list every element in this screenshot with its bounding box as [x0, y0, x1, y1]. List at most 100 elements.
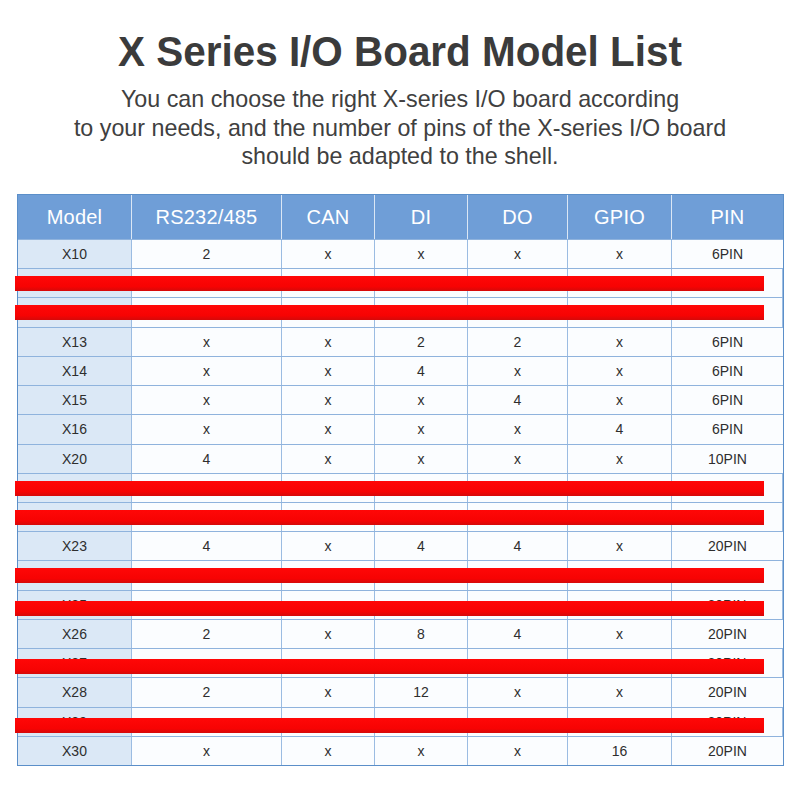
value-cell: x — [282, 328, 375, 356]
value-cell: x — [132, 415, 282, 443]
value-cell: 20PIN — [672, 620, 783, 648]
value-cell: 20PIN — [672, 678, 783, 706]
model-cell: X13 — [18, 328, 132, 356]
model-cell: X23 — [18, 532, 132, 560]
page-subtitle: You can choose the right X-series I/O bo… — [12, 85, 788, 171]
table-row: X13xx22x6PIN — [18, 327, 783, 356]
value-cell: 4 — [568, 415, 672, 443]
redaction-bar — [15, 659, 764, 674]
value-cell: x — [568, 357, 672, 385]
model-cell: X15 — [18, 386, 132, 414]
table-body: X102xxxx6PINX13xx22x6PINX14xx4xx6PINX15x… — [18, 239, 783, 765]
value-cell: x — [468, 240, 568, 268]
value-cell: 20PIN — [672, 532, 783, 560]
table-row: X234x44x20PIN — [18, 531, 783, 560]
value-cell: 20PIN — [672, 737, 783, 765]
value-cell: 6PIN — [672, 357, 783, 385]
subtitle-line-2: to your needs, and the number of pins of… — [12, 114, 788, 143]
value-cell: 4 — [468, 532, 568, 560]
value-cell: x — [132, 737, 282, 765]
value-cell: 6PIN — [672, 240, 783, 268]
redaction-bar — [15, 276, 764, 291]
model-cell: X30 — [18, 737, 132, 765]
value-cell: x — [282, 357, 375, 385]
value-cell: 2 — [132, 620, 282, 648]
value-cell: x — [375, 240, 468, 268]
table-row: X16xxxx46PIN — [18, 414, 783, 443]
table-row: X2720PIN — [18, 648, 783, 677]
value-cell: x — [132, 357, 282, 385]
value-cell: x — [568, 328, 672, 356]
value-cell: 4 — [468, 620, 568, 648]
value-cell: x — [282, 737, 375, 765]
table-row — [18, 268, 783, 297]
table-row — [18, 502, 783, 531]
value-cell: x — [282, 678, 375, 706]
value-cell: 4 — [375, 357, 468, 385]
value-cell: x — [468, 357, 568, 385]
header-cell-do: DO — [468, 195, 568, 239]
value-cell: 12 — [375, 678, 468, 706]
value-cell: 6PIN — [672, 328, 783, 356]
table-row: X262x84x20PIN — [18, 619, 783, 648]
subtitle-line-1: You can choose the right X-series I/O bo… — [12, 85, 788, 114]
value-cell: 16 — [568, 737, 672, 765]
value-cell: 4 — [375, 532, 468, 560]
value-cell: x — [568, 532, 672, 560]
value-cell: 10PIN — [672, 445, 783, 473]
value-cell: x — [468, 415, 568, 443]
model-list-table: ModelRS232/485CANDIDOGPIOPIN X102xxxx6PI… — [17, 194, 784, 766]
model-cell: X10 — [18, 240, 132, 268]
table-row: X282x12xx20PIN — [18, 677, 783, 706]
header-cell-gpio: GPIO — [568, 195, 672, 239]
value-cell: 2 — [468, 328, 568, 356]
value-cell: x — [375, 386, 468, 414]
table-row — [18, 297, 783, 326]
value-cell: x — [282, 620, 375, 648]
value-cell: 2 — [132, 240, 282, 268]
value-cell: x — [568, 620, 672, 648]
table-row: X2520PIN — [18, 590, 783, 619]
value-cell: x — [375, 445, 468, 473]
table-row: X14xx4xx6PIN — [18, 356, 783, 385]
value-cell: x — [282, 445, 375, 473]
model-cell: X14 — [18, 357, 132, 385]
header-cell-pin: PIN — [672, 195, 783, 239]
value-cell: 6PIN — [672, 415, 783, 443]
table-row: X102xxxx6PIN — [18, 239, 783, 268]
value-cell: x — [282, 532, 375, 560]
table-row — [18, 473, 783, 502]
table-row: X204xxxx10PIN — [18, 444, 783, 473]
value-cell: x — [132, 328, 282, 356]
model-cell: X20 — [18, 445, 132, 473]
header-cell-di: DI — [375, 195, 468, 239]
redaction-bar — [15, 718, 764, 733]
model-cell: X28 — [18, 678, 132, 706]
table-row: X30xxxx1620PIN — [18, 736, 783, 765]
value-cell: x — [568, 445, 672, 473]
redaction-bar — [15, 568, 764, 583]
table-row: X15xxx4x6PIN — [18, 385, 783, 414]
header-cell-can: CAN — [282, 195, 375, 239]
redaction-bar — [15, 510, 764, 525]
model-cell: X16 — [18, 415, 132, 443]
table-row — [18, 560, 783, 589]
value-cell: x — [568, 678, 672, 706]
value-cell: x — [568, 386, 672, 414]
value-cell: x — [468, 737, 568, 765]
value-cell: x — [468, 445, 568, 473]
page: X Series I/O Board Model List You can ch… — [0, 0, 800, 800]
table-row: X2920PIN — [18, 707, 783, 736]
page-title: X Series I/O Board Model List — [24, 27, 776, 76]
redaction-bar — [15, 305, 764, 320]
header-cell-rs232-485: RS232/485 — [132, 195, 282, 239]
value-cell: x — [568, 240, 672, 268]
value-cell: 4 — [132, 532, 282, 560]
value-cell: 6PIN — [672, 386, 783, 414]
value-cell: x — [282, 240, 375, 268]
value-cell: x — [282, 415, 375, 443]
model-cell: X26 — [18, 620, 132, 648]
value-cell: x — [468, 678, 568, 706]
value-cell: x — [282, 386, 375, 414]
subtitle-line-3: should be adapted to the shell. — [12, 142, 788, 171]
